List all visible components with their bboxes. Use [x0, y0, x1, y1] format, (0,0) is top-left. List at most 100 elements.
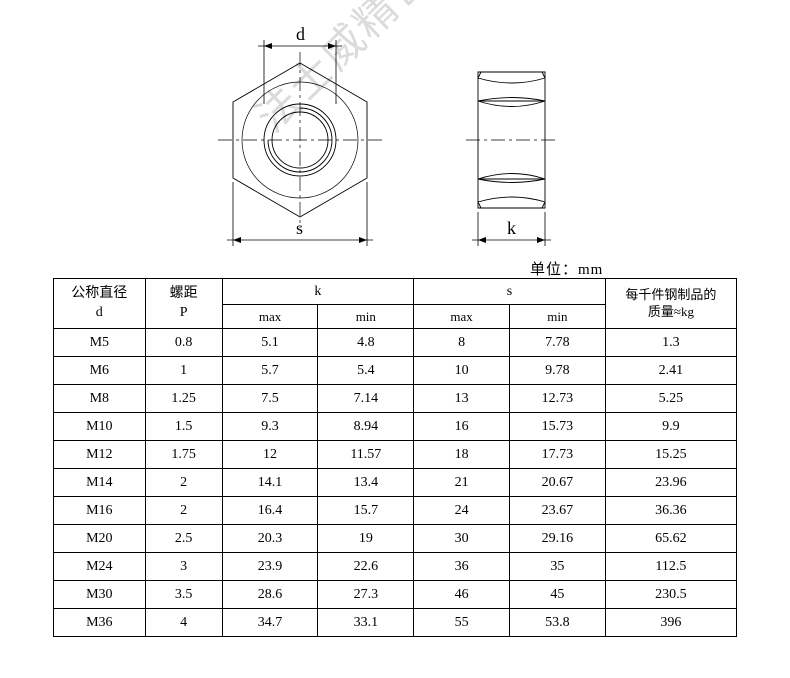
hdr-s-min: min [509, 305, 605, 329]
cell-d: M10 [54, 413, 146, 441]
table-row: M81.257.57.141312.735.25 [54, 385, 737, 413]
cell-s_max: 46 [414, 581, 510, 609]
cell-s_max: 8 [414, 329, 510, 357]
cell-k_min: 15.7 [318, 497, 414, 525]
cell-s_min: 7.78 [509, 329, 605, 357]
cell-d: M5 [54, 329, 146, 357]
table-row: M24323.922.63635112.5 [54, 553, 737, 581]
cell-P: 3 [145, 553, 222, 581]
table-row: M14214.113.42120.6723.96 [54, 469, 737, 497]
cell-s_min: 17.73 [509, 441, 605, 469]
cell-k_min: 13.4 [318, 469, 414, 497]
cell-k_max: 20.3 [222, 525, 318, 553]
table-row: M615.75.4109.782.41 [54, 357, 737, 385]
cell-P: 2 [145, 497, 222, 525]
cell-mass: 9.9 [605, 413, 736, 441]
cell-s_min: 15.73 [509, 413, 605, 441]
cell-s_max: 30 [414, 525, 510, 553]
cell-mass: 36.36 [605, 497, 736, 525]
table-row: M202.520.3193029.1665.62 [54, 525, 737, 553]
table-row: M121.751211.571817.7315.25 [54, 441, 737, 469]
dim-label-d: d [296, 24, 305, 44]
cell-s_max: 21 [414, 469, 510, 497]
cell-d: M24 [54, 553, 146, 581]
cell-P: 2 [145, 469, 222, 497]
cell-k_min: 19 [318, 525, 414, 553]
cell-d: M12 [54, 441, 146, 469]
cell-mass: 15.25 [605, 441, 736, 469]
cell-k_max: 34.7 [222, 609, 318, 637]
hdr-mass: 每千件钢制品的 质量≈kg [605, 279, 736, 329]
cell-P: 4 [145, 609, 222, 637]
cell-s_max: 18 [414, 441, 510, 469]
cell-P: 1.75 [145, 441, 222, 469]
table-row: M101.59.38.941615.739.9 [54, 413, 737, 441]
table-row: M50.85.14.887.781.3 [54, 329, 737, 357]
cell-mass: 2.41 [605, 357, 736, 385]
cell-k_min: 8.94 [318, 413, 414, 441]
cell-mass: 1.3 [605, 329, 736, 357]
hdr-k: k [222, 279, 414, 305]
hdr-s-max: max [414, 305, 510, 329]
cell-k_min: 22.6 [318, 553, 414, 581]
cell-k_min: 11.57 [318, 441, 414, 469]
hdr-k-max: max [222, 305, 318, 329]
cell-P: 1.5 [145, 413, 222, 441]
cell-s_min: 53.8 [509, 609, 605, 637]
cell-s_min: 12.73 [509, 385, 605, 413]
cell-s_min: 9.78 [509, 357, 605, 385]
cell-mass: 23.96 [605, 469, 736, 497]
table-row: M303.528.627.34645230.5 [54, 581, 737, 609]
cell-k_max: 16.4 [222, 497, 318, 525]
hdr-p: 螺距 P [145, 279, 222, 329]
cell-mass: 5.25 [605, 385, 736, 413]
cell-k_max: 14.1 [222, 469, 318, 497]
cell-k_max: 9.3 [222, 413, 318, 441]
cell-d: M20 [54, 525, 146, 553]
hdr-s: s [414, 279, 606, 305]
cell-s_max: 13 [414, 385, 510, 413]
hdr-p-line2: P [146, 304, 222, 322]
cell-mass: 396 [605, 609, 736, 637]
cell-d: M6 [54, 357, 146, 385]
cell-s_min: 20.67 [509, 469, 605, 497]
cell-P: 1.25 [145, 385, 222, 413]
cell-s_min: 45 [509, 581, 605, 609]
cell-P: 2.5 [145, 525, 222, 553]
cell-P: 3.5 [145, 581, 222, 609]
cell-k_min: 7.14 [318, 385, 414, 413]
cell-s_max: 55 [414, 609, 510, 637]
cell-k_max: 23.9 [222, 553, 318, 581]
cell-k_max: 5.1 [222, 329, 318, 357]
hdr-d-line2: d [54, 304, 145, 322]
cell-d: M8 [54, 385, 146, 413]
cell-k_max: 7.5 [222, 385, 318, 413]
unit-label: 单位：mm [530, 258, 603, 279]
cell-s_max: 24 [414, 497, 510, 525]
dim-label-s: s [296, 218, 303, 238]
cell-k_max: 12 [222, 441, 318, 469]
cell-d: M16 [54, 497, 146, 525]
dim-label-k: k [507, 218, 516, 238]
cell-P: 1 [145, 357, 222, 385]
hex-nut-diagram: d s [0, 0, 790, 260]
spec-table: 公称直径 d 螺距 P k s 每千件钢制品的 质量≈kg max min ma… [53, 278, 737, 637]
cell-d: M14 [54, 469, 146, 497]
cell-s_min: 35 [509, 553, 605, 581]
cell-s_min: 23.67 [509, 497, 605, 525]
spec-table-wrap: 公称直径 d 螺距 P k s 每千件钢制品的 质量≈kg max min ma… [53, 278, 737, 637]
diagram-area: d s [0, 0, 790, 260]
hdr-d: 公称直径 d [54, 279, 146, 329]
cell-k_min: 33.1 [318, 609, 414, 637]
cell-mass: 112.5 [605, 553, 736, 581]
cell-s_min: 29.16 [509, 525, 605, 553]
spec-tbody: M50.85.14.887.781.3M615.75.4109.782.41M8… [54, 329, 737, 637]
hdr-p-line1: 螺距 [146, 285, 222, 303]
table-row: M16216.415.72423.6736.36 [54, 497, 737, 525]
hdr-k-min: min [318, 305, 414, 329]
hdr-mass-line2: 质量≈kg [606, 304, 736, 321]
cell-s_max: 10 [414, 357, 510, 385]
table-row: M36434.733.15553.8396 [54, 609, 737, 637]
cell-k_max: 5.7 [222, 357, 318, 385]
cell-d: M36 [54, 609, 146, 637]
